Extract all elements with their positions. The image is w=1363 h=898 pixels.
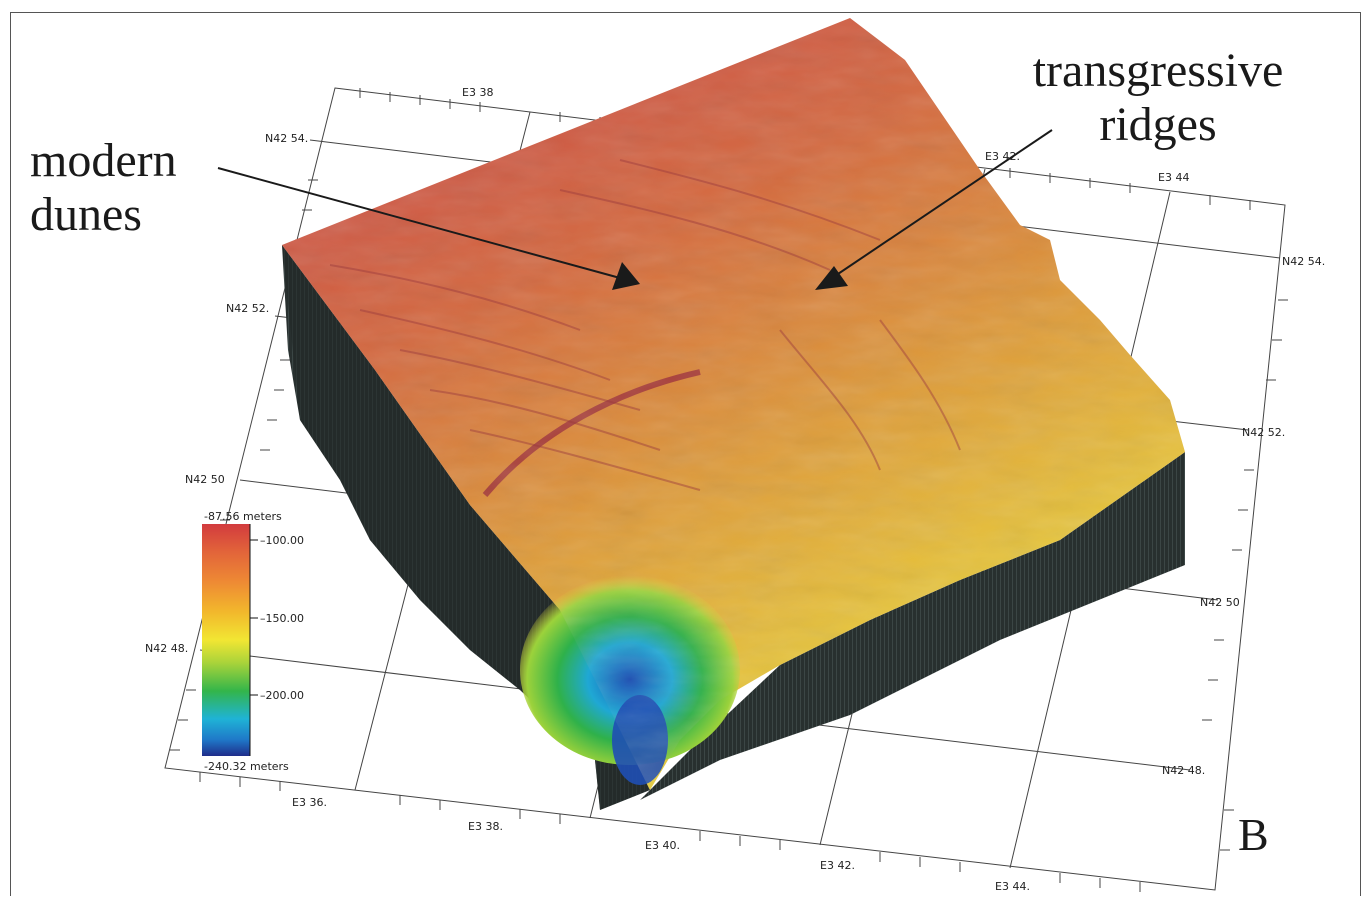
ridges-arrow-line bbox=[831, 129, 1053, 279]
east-label-top-1: E3 38 bbox=[462, 86, 493, 99]
north-label-right-3: N42 50 bbox=[1200, 596, 1240, 609]
panel-letter: B bbox=[1238, 809, 1269, 860]
colorbar-ramp bbox=[202, 524, 250, 756]
modern-dunes-arrow-line bbox=[217, 167, 621, 279]
colorbar-tick-1: –100.00 bbox=[260, 534, 304, 547]
depth-colorbar: -87.56 meters -240.32 meters –100.00 –15… bbox=[202, 510, 304, 773]
seafloor-surface bbox=[282, 18, 1185, 790]
axis-labels: N42 54. N42 52. N42 50 N42 48. N42 54. N… bbox=[145, 86, 1325, 893]
figure-frame bbox=[10, 12, 1361, 896]
north-label-1: N42 54. bbox=[265, 132, 308, 145]
label-modern-dunes: modern dunes bbox=[30, 134, 177, 242]
colorbar-tick-3: –200.00 bbox=[260, 689, 304, 702]
north-label-right-4: N42 48. bbox=[1162, 764, 1205, 777]
east-label-top-3: E3 44 bbox=[1158, 171, 1189, 184]
east-label-bottom-5: E3 44. bbox=[995, 880, 1030, 893]
north-label-4: N42 48. bbox=[145, 642, 188, 655]
east-label-bottom-2: E3 38. bbox=[468, 820, 503, 833]
label-transgressive-ridges: transgressive ridges bbox=[1018, 44, 1298, 152]
ridges-arrowhead bbox=[815, 266, 848, 290]
label-ridges: ridges bbox=[1099, 98, 1217, 151]
east-label-bottom-3: E3 40. bbox=[645, 839, 680, 852]
north-label-right-1: N42 54. bbox=[1282, 255, 1325, 268]
modern-dunes-arrowhead bbox=[612, 262, 640, 290]
colorbar-bottom-label: -240.32 meters bbox=[204, 760, 289, 773]
north-label-2: N42 52. bbox=[226, 302, 269, 315]
colorbar-tick-2: –150.00 bbox=[260, 612, 304, 625]
east-label-bottom-1: E3 36. bbox=[292, 796, 327, 809]
label-dunes: dunes bbox=[30, 188, 142, 241]
colorbar-top-label: -87.56 meters bbox=[204, 510, 282, 523]
label-modern: modern bbox=[30, 134, 177, 187]
north-label-3: N42 50 bbox=[185, 473, 225, 486]
annotation-arrows bbox=[217, 129, 1053, 290]
east-label-top-2: E3 42. bbox=[985, 150, 1020, 163]
east-label-bottom-4: E3 42. bbox=[820, 859, 855, 872]
north-label-right-2: N42 52. bbox=[1242, 426, 1285, 439]
label-transgressive: transgressive bbox=[1032, 44, 1284, 97]
